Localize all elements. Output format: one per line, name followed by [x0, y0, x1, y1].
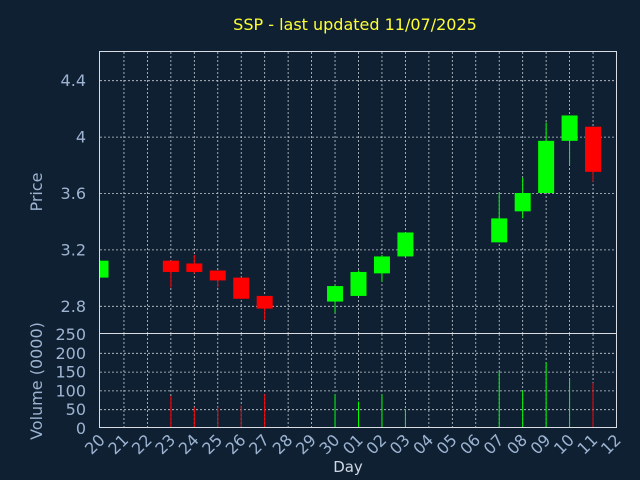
candle-body — [100, 260, 109, 278]
price-y-ticks: 2.8 3.2 3.6 4 4.4 — [61, 71, 86, 316]
price-y-tick-label: 4.4 — [61, 71, 86, 90]
candle-body — [162, 260, 179, 272]
volume-y-tick-label: 150 — [55, 363, 86, 382]
candle-body — [561, 115, 578, 141]
candle-body — [538, 140, 555, 193]
x-axis-label: Day — [333, 458, 363, 476]
volume-y-tick-label: 50 — [66, 400, 86, 419]
price-panel: 2.8 3.2 3.6 4 4.4 Price — [27, 51, 617, 334]
candle-body — [350, 271, 367, 296]
volume-y-tick-label: 100 — [55, 381, 86, 400]
candle-body — [233, 277, 250, 299]
volume-bars — [170, 362, 594, 428]
volume-panel-frame — [99, 333, 617, 428]
candle-body — [491, 218, 508, 243]
candle-body — [327, 286, 344, 302]
candle-body — [514, 193, 531, 212]
volume-y-tick-label: 250 — [55, 325, 86, 344]
volume-axis-label: Volume (0000) — [27, 322, 46, 440]
candle-body — [397, 232, 414, 257]
price-y-tick-label: 3.6 — [61, 184, 86, 203]
candle-body — [585, 126, 602, 172]
candle-body — [186, 263, 203, 272]
x-tick-labels: 2021222324252627282930010203040506070809… — [81, 430, 625, 458]
price-y-tick-label: 3.2 — [61, 240, 86, 259]
x-tick-label: 12 — [597, 430, 625, 458]
price-axis-label: Price — [27, 172, 46, 211]
price-candles — [100, 115, 602, 320]
price-y-tick-label: 4 — [76, 128, 86, 147]
volume-y-tick-label: 0 — [76, 419, 86, 438]
candle-body — [209, 270, 226, 281]
candle-body — [373, 256, 390, 274]
volume-y-tick-label: 200 — [55, 344, 86, 363]
price-y-tick-label: 2.8 — [61, 297, 86, 316]
candle-body — [256, 295, 273, 309]
chart-title: SSP - last updated 11/07/2025 — [233, 15, 477, 34]
